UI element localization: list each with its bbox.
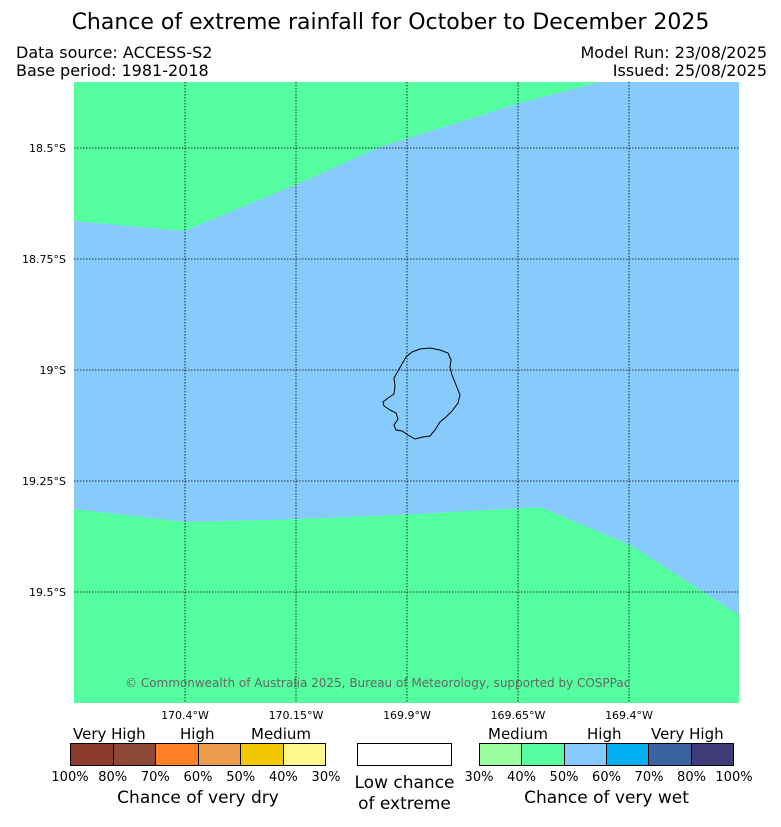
legend-swatch: [283, 744, 325, 765]
lon-label: 169.9°W: [383, 709, 431, 722]
legend-tick-label: 80%: [98, 770, 128, 785]
copyright-notice: © Commonwealth of Australia 2025, Bureau…: [125, 676, 631, 690]
lon-label: 169.65°W: [490, 709, 546, 722]
legend-dry-category: Medium: [251, 725, 311, 743]
lat-label: 18.5°S: [29, 142, 66, 155]
legend-tick-label: 70%: [634, 770, 664, 785]
legend-swatch: [113, 744, 156, 765]
legend-swatch: [241, 744, 284, 765]
legend-wet-category: Very High: [651, 725, 724, 743]
legend-dry-category: High: [180, 725, 215, 743]
map-title: Chance of extreme rainfall for October t…: [71, 10, 710, 35]
legend-swatch: [71, 744, 114, 765]
legend-tick-label: 60%: [592, 770, 621, 785]
legend-neutral-swatch: [357, 743, 452, 766]
model-run-text: Model Run: 23/08/2025: [580, 43, 768, 62]
graticule: [74, 82, 739, 703]
legend-wet-caption: Chance of very wet: [524, 788, 689, 808]
legend-dry-colorbar: [70, 743, 326, 766]
legend-tick-label: 80%: [677, 770, 706, 785]
niue-coastline: [382, 347, 461, 440]
legend-swatch: [606, 744, 650, 765]
lon-label: 169.4°W: [605, 709, 653, 722]
legend-swatch: [522, 744, 565, 765]
base-period-text: Base period: 1981-2018: [16, 61, 209, 80]
high-chance-region: [74, 82, 739, 615]
legend-swatch: [649, 744, 692, 765]
issued-text: Issued: 25/08/2025: [612, 61, 767, 80]
legend-tick-label: 60%: [183, 770, 213, 785]
legend-tick-label: 50%: [549, 770, 579, 785]
legend-tick-label: 100%: [51, 770, 89, 785]
legend-neutral-caption-line: of extreme: [358, 794, 451, 814]
lat-label: 18.75°S: [22, 253, 66, 266]
legend-tick-label: 70%: [140, 770, 170, 785]
legend-tick-label: 50%: [226, 770, 256, 785]
data-source-text: Data source: ACCESS-S2: [16, 43, 213, 62]
legend-swatch: [564, 744, 607, 765]
source-info: Data source: ACCESS-S2 Base period: 1981…: [16, 44, 212, 80]
legend-swatch: [691, 744, 733, 765]
legend-dry-category: Very High: [73, 725, 146, 743]
legend-wet-category: High: [587, 725, 622, 743]
lat-label: 19.25°S: [22, 475, 66, 488]
legend-swatch: [156, 744, 199, 765]
legend-swatch: [198, 744, 241, 765]
legend-wet-colorbar: [479, 743, 734, 766]
legend-wet-category: Medium: [488, 725, 548, 743]
legend-tick-label: 30%: [464, 770, 494, 785]
legend-tick-label: 40%: [507, 770, 536, 785]
legend-neutral-caption: Low chance of extreme: [340, 773, 469, 815]
legend-neutral-caption-line: Low chance: [354, 773, 455, 793]
lon-label: 170.4°W: [161, 709, 209, 722]
run-info: Model Run: 23/08/2025 Issued: 25/08/2025: [581, 44, 768, 80]
legend-tick-label: 100%: [715, 770, 753, 785]
legend-tick-label: 30%: [311, 770, 341, 785]
legend-swatch: [480, 744, 523, 765]
legend-dry-caption: Chance of very dry: [117, 788, 279, 808]
legend-tick-label: 40%: [268, 770, 298, 785]
lon-label: 170.15°W: [268, 709, 324, 722]
lat-label: 19.5°S: [29, 586, 66, 599]
lat-label: 19°S: [39, 364, 66, 377]
